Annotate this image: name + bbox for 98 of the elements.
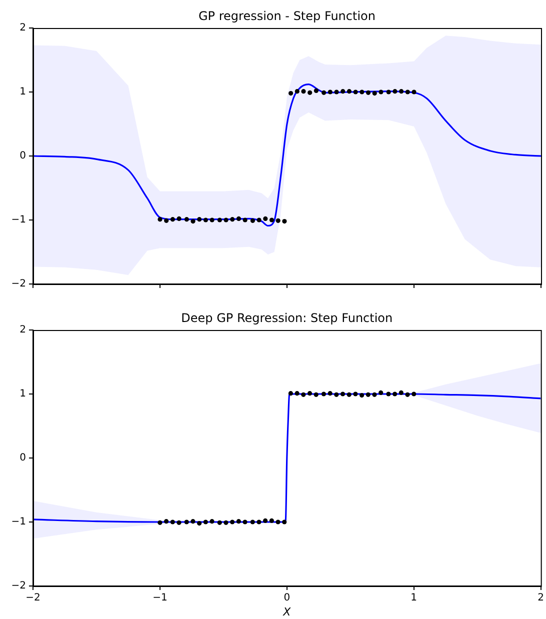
point: [224, 218, 228, 222]
point: [158, 520, 162, 525]
point: [263, 518, 268, 524]
chart-title: GP regression - Step Function: [198, 9, 376, 24]
point: [230, 520, 235, 524]
point: [288, 391, 294, 396]
point: [276, 218, 280, 223]
point: [164, 218, 169, 223]
point: [360, 90, 364, 94]
point: [197, 520, 202, 526]
point: [301, 89, 306, 94]
point: [269, 518, 274, 524]
line-series: [33, 84, 541, 227]
point: [378, 90, 384, 94]
point: [412, 392, 416, 396]
point: [184, 520, 189, 524]
y-tick-label: −2: [11, 580, 26, 592]
y-tick-label: 1: [20, 388, 26, 400]
y-tick-label: 2: [20, 324, 26, 336]
point: [392, 392, 398, 396]
point: [158, 217, 162, 222]
point: [210, 519, 214, 524]
point: [328, 90, 332, 94]
y-tick-label: 0: [20, 150, 26, 162]
point: [282, 218, 287, 224]
point: [366, 392, 370, 397]
point: [366, 90, 371, 95]
point: [334, 392, 339, 397]
point: [360, 392, 364, 398]
point: [412, 90, 416, 94]
x-axis-title: X: [282, 605, 292, 618]
point: [307, 391, 312, 396]
point: [250, 218, 256, 223]
point: [321, 392, 326, 396]
x-tick-label: 1: [410, 592, 418, 604]
point: [256, 520, 262, 524]
y-tick-label: −1: [11, 214, 26, 226]
x-tick-label: 0: [284, 592, 290, 604]
point: [372, 392, 377, 397]
point: [250, 520, 255, 524]
point: [217, 218, 222, 222]
y-tick-label: −2: [11, 278, 26, 290]
point: [322, 90, 326, 95]
point: [386, 90, 391, 94]
point: [276, 520, 280, 524]
point: [386, 392, 391, 396]
point: [294, 89, 300, 94]
point: [197, 217, 202, 222]
point: [242, 520, 248, 524]
y-tick-label: 1: [20, 86, 26, 98]
point: [203, 218, 208, 222]
point: [301, 392, 306, 397]
chart-title: Deep GP Regression: Step Function: [181, 311, 393, 326]
point: [236, 519, 241, 524]
x-tick-label: 2: [538, 592, 544, 604]
point: [353, 90, 358, 94]
point: [353, 392, 358, 396]
point: [282, 520, 287, 524]
point: [176, 520, 182, 525]
point: [398, 390, 404, 396]
point: [340, 392, 346, 396]
point: [176, 216, 182, 222]
point: [217, 520, 222, 525]
point: [230, 217, 235, 222]
point: [399, 89, 404, 94]
point: [308, 90, 312, 95]
point: [334, 90, 339, 94]
point: [170, 217, 175, 222]
point: [190, 519, 196, 524]
point: [203, 520, 208, 524]
point: [269, 218, 274, 222]
point: [170, 520, 175, 524]
point: [314, 392, 318, 397]
y-tick-label: 0: [20, 452, 26, 464]
point: [378, 390, 384, 396]
y-tick-label: −1: [11, 516, 26, 528]
point: [328, 391, 332, 396]
y-tick-label: 2: [20, 22, 26, 34]
point: [184, 217, 189, 222]
point: [372, 90, 377, 96]
point: [294, 391, 300, 396]
point: [224, 520, 228, 525]
point: [210, 218, 214, 222]
point: [242, 218, 248, 222]
point: [314, 88, 319, 94]
point: [392, 89, 398, 94]
point: [405, 392, 410, 397]
x-tick-label: −1: [152, 592, 168, 604]
point: [405, 90, 410, 94]
point: [164, 519, 169, 524]
point: [346, 89, 352, 94]
point: [340, 89, 346, 94]
point: [190, 218, 196, 224]
point: [236, 216, 242, 222]
point: [346, 392, 352, 397]
point: [288, 90, 294, 96]
point: [256, 218, 262, 222]
point: [263, 216, 268, 222]
